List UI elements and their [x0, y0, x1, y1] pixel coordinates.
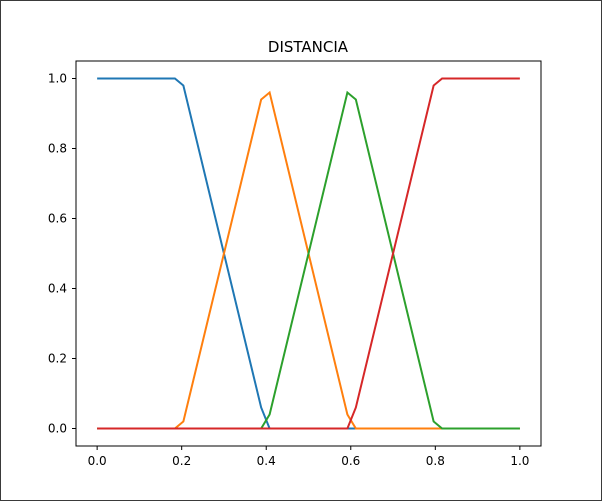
y-tick-label: 0.2	[48, 352, 67, 366]
series-line-4	[97, 77, 520, 430]
x-tick-label: 0.8	[426, 454, 445, 468]
x-axis: 0.0 0.2 0.4 0.6 0.8 1.0	[88, 446, 529, 468]
x-tick-label: 0.6	[341, 454, 360, 468]
chart-title: DISTANCIA	[268, 38, 349, 56]
y-tick-label: 0.6	[48, 212, 67, 226]
y-tick-label: 1.0	[48, 72, 67, 86]
y-tick-label: 0.0	[48, 422, 67, 436]
x-tick-label: 1.0	[510, 454, 529, 468]
x-tick-label: 0.2	[172, 454, 191, 468]
y-tick-label: 0.8	[48, 142, 67, 156]
x-tick-label: 0.0	[88, 454, 107, 468]
y-axis: 0.0 0.2 0.4 0.6 0.8 1.0	[48, 72, 76, 436]
series-line-3	[97, 90, 520, 430]
x-tick-label: 0.4	[257, 454, 276, 468]
series-line-2	[97, 90, 520, 430]
series-layer	[97, 77, 520, 430]
y-tick-label: 0.4	[48, 282, 67, 296]
